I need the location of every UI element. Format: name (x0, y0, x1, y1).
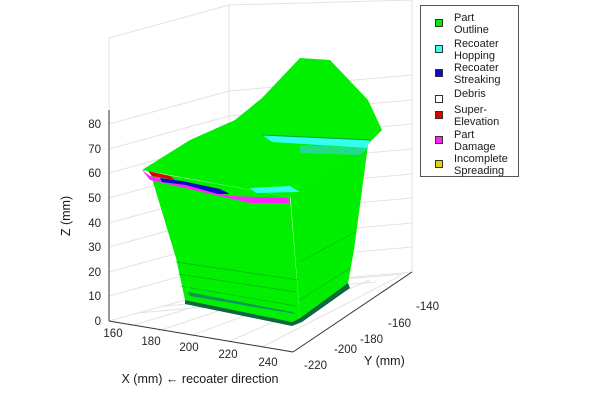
x-tick-label: 180 (141, 336, 160, 348)
part-body-right (290, 145, 368, 318)
legend-marker (435, 69, 443, 77)
part-surface (142, 58, 382, 326)
z-tick-label: 40 (88, 218, 101, 230)
legend-marker (435, 136, 443, 144)
part-roof (142, 58, 382, 197)
hopping-band-lower (250, 186, 300, 193)
legend-marker (435, 45, 443, 53)
legend-label: Incomplete Spreading (454, 153, 508, 177)
y-tick-label: -220 (304, 360, 327, 372)
z-tick-label: 10 (88, 291, 101, 303)
y-ticks: -140 -160 -180 -200 -220 (304, 301, 439, 372)
legend-label: Debris (454, 88, 486, 100)
legend-label: Part Outline (454, 12, 489, 36)
z-tick-label: 30 (88, 242, 101, 254)
y-tick-label: -160 (388, 318, 411, 330)
legend-label: Super- Elevation (454, 104, 500, 128)
z-tick-label: 60 (88, 168, 101, 180)
z-tick-label: 70 (88, 144, 101, 156)
legend-label: Part Damage (454, 129, 496, 153)
legend-item: Recoater Hopping (421, 38, 518, 62)
z-tick-label: 20 (88, 267, 101, 279)
y-tick-label: -140 (416, 301, 439, 313)
legend-marker (435, 95, 443, 103)
legend-marker (435, 111, 443, 119)
legend-item: Part Damage (421, 129, 518, 153)
legend-marker (435, 19, 443, 27)
x-tick-label: 160 (103, 328, 122, 340)
axes-lines (108, 110, 413, 353)
z-tick-label: 0 (95, 316, 101, 328)
damage-band (142, 170, 290, 203)
super-elevation-band (148, 171, 175, 180)
legend: Part Outline Recoater Hopping Recoater S… (420, 5, 519, 177)
legend-item: Incomplete Spreading (421, 153, 518, 177)
x-ticks: 160 180 200 220 240 (103, 328, 277, 369)
x-tick-label: 240 (258, 357, 277, 369)
streaking-band (160, 178, 230, 194)
x-tick-label: 220 (218, 349, 237, 361)
x-axis-label: X (mm) ← recoater direction (122, 372, 279, 386)
legend-item: Debris (421, 88, 518, 111)
legend-label: Recoater Hopping (454, 38, 499, 62)
x-tick-label: 200 (179, 342, 198, 354)
legend-label: Recoater Streaking (454, 62, 501, 86)
y-tick-label: -180 (360, 334, 383, 346)
legend-marker (435, 160, 443, 168)
legend-item: Super- Elevation (421, 104, 518, 128)
z-axis-label: Z (mm) (59, 196, 73, 236)
z-tick-label: 80 (88, 119, 101, 131)
hopping-band-upper (262, 135, 370, 148)
y-tick-label: -200 (334, 344, 357, 356)
part-body-front (150, 172, 300, 322)
legend-item: Recoater Streaking (421, 62, 518, 86)
z-tick-label: 50 (88, 193, 101, 205)
legend-item: Part Outline (421, 12, 518, 36)
z-ticks: 0 10 20 30 40 50 60 70 80 (88, 119, 101, 328)
y-axis-label: Y (mm) (364, 354, 405, 368)
